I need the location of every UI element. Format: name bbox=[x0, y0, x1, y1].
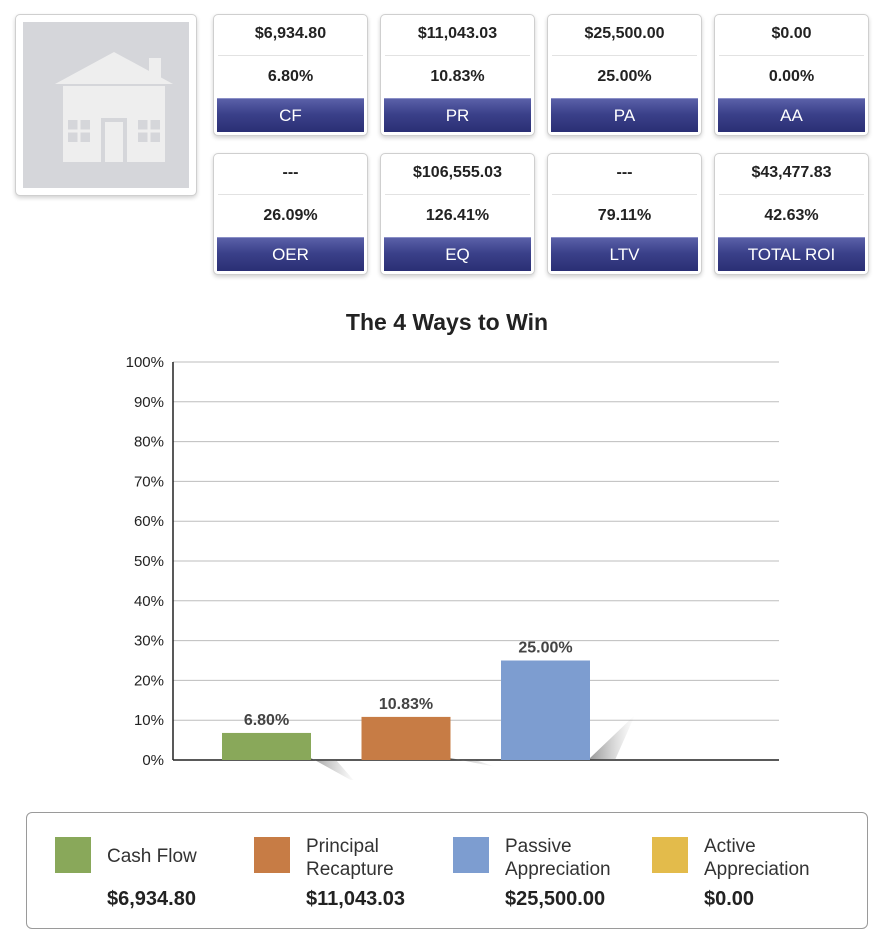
legend-swatch bbox=[652, 837, 688, 873]
legend-item-passive-appreciation: Passive Appreciation $25,500.00 bbox=[453, 835, 653, 915]
y-tick-label: 0% bbox=[142, 752, 164, 769]
metric-label: TOTAL ROI bbox=[718, 237, 865, 271]
legend-name: Active Appreciation bbox=[704, 836, 810, 880]
metric-value: --- bbox=[218, 154, 363, 195]
y-tick-label: 90% bbox=[134, 394, 164, 411]
y-tick-label: 10% bbox=[134, 712, 164, 729]
metric-percent: 6.80% bbox=[267, 68, 314, 85]
metric-card-eq[interactable]: $106,555.03 126.41% EQ bbox=[380, 153, 535, 275]
bar-passive-appreciation bbox=[501, 660, 590, 760]
y-tick-label: 70% bbox=[134, 473, 164, 490]
metric-card-total-roi[interactable]: $43,477.83 42.63% TOTAL ROI bbox=[714, 153, 869, 275]
bar-chart-svg: The 4 Ways to Win 0% 10% 20% 30% 40% 50% 60% 70… bbox=[126, 309, 779, 783]
bar-cash-flow bbox=[222, 732, 311, 760]
y-tick-label: 50% bbox=[134, 553, 164, 570]
bar-data-label: 10.83% bbox=[379, 696, 433, 713]
metric-value: $43,477.83 bbox=[719, 154, 864, 195]
metric-label: AA bbox=[718, 98, 865, 132]
metric-percent: 26.09% bbox=[263, 207, 318, 224]
legend-item-cash-flow: Cash Flow $6,934.80 bbox=[55, 835, 255, 915]
four-ways-chart: The 4 Ways to Win 0% 10% 20% 30% 40% 50% 60% 70… bbox=[0, 290, 890, 783]
legend-swatch bbox=[55, 837, 91, 873]
metric-label: LTV bbox=[551, 237, 698, 271]
metric-percent: 10.83% bbox=[430, 68, 485, 85]
metric-value: $25,500.00 bbox=[552, 15, 697, 56]
metric-percent: 126.41% bbox=[425, 207, 490, 224]
metric-value: $11,043.03 bbox=[385, 15, 530, 56]
metric-label: PA bbox=[551, 98, 698, 132]
legend-swatch bbox=[254, 837, 290, 873]
metric-value: $6,934.80 bbox=[218, 15, 363, 56]
metric-value: $0.00 bbox=[719, 15, 864, 56]
metric-label: PR bbox=[384, 98, 531, 132]
y-tick-label: 30% bbox=[134, 633, 164, 650]
metric-card-ltv[interactable]: --- 79.11% LTV bbox=[547, 153, 702, 275]
metric-percent: 0.00% bbox=[768, 68, 815, 85]
bar-data-label: 25.00% bbox=[518, 640, 572, 657]
bar-principal-recapture bbox=[361, 716, 451, 760]
metric-percent: 42.63% bbox=[764, 207, 819, 224]
metric-card-pa[interactable]: $25,500.00 25.00% PA bbox=[547, 14, 702, 136]
legend-amount: $25,500.00 bbox=[505, 888, 606, 910]
metric-percent: 25.00% bbox=[597, 68, 652, 85]
y-tick-label: 100% bbox=[126, 354, 164, 371]
legend-swatch bbox=[453, 837, 489, 873]
metric-label: EQ bbox=[384, 237, 531, 271]
legend-item-active-appreciation: Active Appreciation $0.00 bbox=[652, 835, 852, 915]
legend-amount: $0.00 bbox=[704, 888, 755, 910]
metric-label: CF bbox=[217, 98, 364, 132]
y-tick-label: 80% bbox=[134, 434, 164, 451]
legend-name: Passive Appreciation bbox=[505, 836, 611, 880]
metric-card-oer[interactable]: --- 26.09% OER bbox=[213, 153, 368, 275]
chart-legend: Cash Flow $6,934.80 Principal Recapture … bbox=[26, 812, 868, 929]
bar-data-label: 6.80% bbox=[244, 712, 289, 729]
legend-item-principal-recapture: Principal Recapture $11,043.03 bbox=[254, 835, 454, 915]
metric-card-aa[interactable]: $0.00 0.00% AA bbox=[714, 14, 869, 136]
bar-shadow bbox=[311, 758, 356, 783]
house-placeholder-icon bbox=[23, 22, 189, 188]
y-tick-label: 20% bbox=[134, 672, 164, 689]
metric-card-pr[interactable]: $11,043.03 10.83% PR bbox=[380, 14, 535, 136]
metric-value: --- bbox=[552, 154, 697, 195]
property-photo[interactable] bbox=[15, 14, 197, 196]
legend-name: Principal Recapture bbox=[306, 836, 394, 880]
metric-value: $106,555.03 bbox=[385, 154, 530, 195]
legend-name: Cash Flow bbox=[107, 846, 197, 867]
metric-label: OER bbox=[217, 237, 364, 271]
y-tick-label: 60% bbox=[134, 513, 164, 530]
legend-amount: $11,043.03 bbox=[306, 888, 405, 910]
chart-title: The 4 Ways to Win bbox=[346, 309, 548, 335]
bar-shadow bbox=[590, 715, 635, 760]
metric-card-cf[interactable]: $6,934.80 6.80% CF bbox=[213, 14, 368, 136]
y-tick-label: 40% bbox=[134, 593, 164, 610]
metric-percent: 79.11% bbox=[597, 207, 652, 224]
legend-amount: $6,934.80 bbox=[107, 888, 196, 910]
